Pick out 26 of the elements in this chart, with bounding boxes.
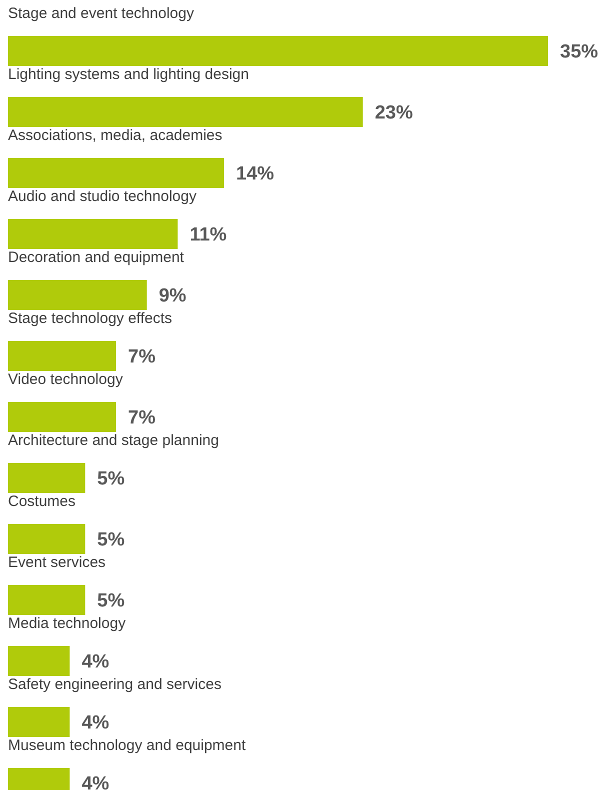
data-label: 35% xyxy=(560,42,598,63)
y-tick-label: Event services xyxy=(8,554,106,571)
data-label: 23% xyxy=(374,102,413,124)
y-tick-label: Associations, media, academies xyxy=(8,127,222,144)
y-tick-label: Audio and studio technology xyxy=(8,188,197,205)
data-label: 4% xyxy=(82,652,110,673)
y-tick-label: Costumes xyxy=(8,493,76,510)
data-label: 7% xyxy=(128,408,156,429)
data-label: 5% xyxy=(97,530,125,551)
y-tick-label: Architecture and stage planning xyxy=(8,432,219,449)
y-tick-label: Museum technology and equipment xyxy=(8,737,246,754)
data-label: 11% xyxy=(190,224,227,246)
data-label: 7% xyxy=(128,346,156,368)
y-tick-label: Decoration and equipment xyxy=(8,249,185,266)
y-tick-label: Stage technology effects xyxy=(8,310,172,327)
data-label: 5% xyxy=(97,468,125,490)
y-tick-label: Video technology xyxy=(8,371,124,388)
data-label: 9% xyxy=(158,286,186,307)
y-tick-label: Lighting systems and lighting design xyxy=(8,66,249,83)
data-label: 4% xyxy=(82,712,110,734)
data-label: 4% xyxy=(82,774,110,790)
data-label: 5% xyxy=(97,590,125,612)
data-label: 14% xyxy=(236,164,274,185)
y-tick-label: Stage and event technology xyxy=(8,5,194,22)
y-tick-label: Safety engineering and services xyxy=(8,676,222,693)
y-tick-label: Media technology xyxy=(8,615,126,632)
